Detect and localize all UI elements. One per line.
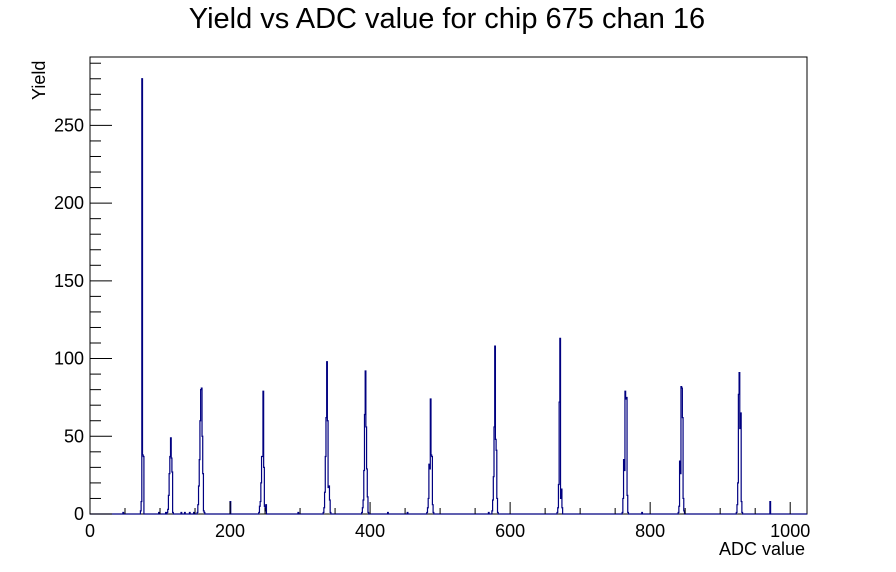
plot-frame: [89, 56, 808, 515]
y-tick-label: 150: [54, 271, 84, 291]
y-tick-label: 250: [54, 115, 84, 135]
x-tick-label: 400: [355, 521, 385, 541]
chart-title: Yield vs ADC value for chip 675 chan 16: [189, 3, 705, 35]
y-tick-label: 0: [74, 504, 84, 524]
y-tick-label: 50: [64, 426, 84, 446]
x-axis-title: ADC value: [719, 539, 805, 559]
x-tick-label: 0: [85, 521, 95, 541]
x-tick-label: 1000: [770, 521, 810, 541]
x-tick-label: 600: [495, 521, 525, 541]
histogram-bars: [90, 78, 807, 515]
y-tick-label: 100: [54, 349, 84, 369]
x-axis: 0 200 400 600 800 1000: [85, 502, 810, 541]
y-axis-title: Yield: [29, 61, 49, 100]
histogram-outline: [90, 78, 807, 515]
y-axis: 0 50 100 150 200 250: [54, 62, 112, 524]
y-tick-label: 200: [54, 193, 84, 213]
x-tick-label: 800: [635, 521, 665, 541]
x-tick-label: 200: [215, 521, 245, 541]
